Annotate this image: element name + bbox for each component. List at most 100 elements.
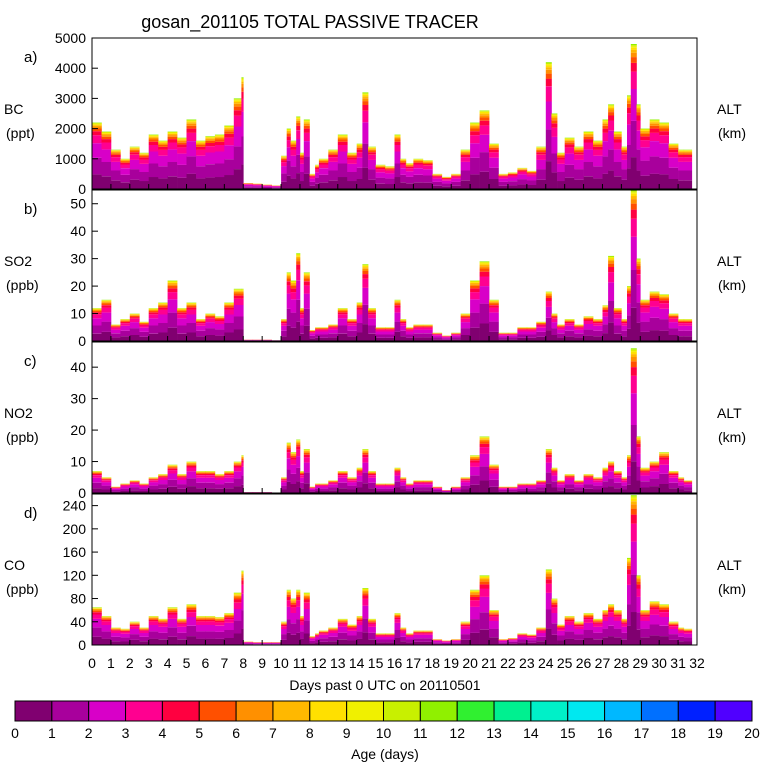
y-axis-unit: (ppb) — [6, 581, 39, 597]
bar-segment — [507, 339, 518, 341]
bar-segment — [290, 634, 297, 645]
bar-segment — [167, 609, 178, 611]
bar-segment — [583, 329, 594, 336]
bar-segment — [290, 612, 297, 624]
bar-segment — [129, 626, 140, 629]
bar-segment — [432, 491, 443, 493]
colorbar-swatch — [346, 700, 384, 722]
bar-segment — [636, 109, 641, 112]
bar-segment — [233, 115, 242, 127]
bar-segment — [337, 632, 348, 640]
bar-segment — [498, 487, 509, 489]
bar-segment — [460, 624, 471, 627]
bar-segment — [526, 338, 537, 341]
bar-segment — [640, 321, 651, 332]
bar-segment — [394, 321, 401, 332]
bar-segment — [356, 617, 363, 619]
bar-segment — [362, 274, 369, 279]
bar-segment — [557, 481, 565, 482]
bar-segment — [574, 154, 584, 160]
bar-segment — [574, 481, 584, 482]
bar-segment — [479, 438, 490, 440]
bar-segment — [362, 595, 369, 599]
bar-segment — [564, 475, 575, 476]
bar-segment — [536, 481, 547, 482]
bar-segment — [630, 120, 637, 158]
y-axis-label: NO2 — [4, 405, 33, 421]
x-tick-label: 3 — [145, 655, 153, 671]
bar-segment — [101, 621, 112, 625]
bar-segment — [659, 455, 669, 458]
bar-segment — [621, 320, 628, 322]
bar-segment — [315, 484, 320, 486]
bar-segment — [460, 180, 471, 189]
bar-segment — [507, 488, 518, 491]
bar-segment — [328, 633, 339, 637]
bar-segment — [129, 179, 140, 189]
bar-segment — [479, 581, 490, 585]
bar-segment — [101, 133, 112, 135]
bar-segment — [400, 629, 407, 631]
bar-segment — [300, 473, 305, 474]
bar-segment — [375, 488, 386, 491]
bar-segment — [362, 122, 369, 144]
bar-segment — [318, 162, 329, 165]
bar-segment — [683, 641, 693, 645]
bar-segment — [92, 636, 102, 645]
bar-segment — [400, 636, 407, 642]
bar-segment — [489, 628, 499, 638]
bar-segment — [545, 569, 552, 570]
bar-segment — [636, 443, 641, 448]
bar-segment — [583, 136, 594, 140]
bar-segment — [167, 136, 178, 140]
bar-segment — [148, 625, 159, 632]
bar-segment — [613, 135, 622, 137]
bar-segment — [318, 485, 329, 487]
bar-segment — [608, 301, 615, 323]
bar-segment — [233, 594, 242, 595]
bar-segment — [158, 484, 168, 489]
bar-segment — [241, 305, 244, 317]
bar-segment — [593, 145, 603, 147]
bar-segment — [400, 633, 407, 637]
bar-segment — [303, 472, 310, 484]
bar-segment — [300, 473, 305, 476]
bar-segment — [318, 631, 329, 633]
bar-segment — [158, 314, 168, 323]
bar-segment — [224, 127, 235, 129]
bar-segment — [413, 182, 424, 189]
bar-segment — [290, 286, 297, 289]
bar-segment — [460, 623, 471, 625]
bar-segment — [640, 130, 651, 131]
bar-segment — [470, 632, 480, 645]
bar-segment — [683, 161, 693, 171]
bar-segment — [613, 477, 622, 483]
bar-segment — [309, 175, 316, 176]
bar-segment — [451, 181, 461, 186]
bar-segment — [129, 154, 140, 160]
bar-segment — [243, 642, 254, 644]
bar-segment — [608, 267, 615, 273]
colorbar-swatch — [272, 700, 311, 722]
bar-segment — [177, 484, 187, 489]
bar-segment — [303, 122, 310, 124]
bar-segment — [368, 473, 376, 476]
y-tick-label: 40 — [70, 223, 86, 239]
bar-segment — [400, 336, 407, 341]
bar-segment — [507, 490, 518, 492]
bar-segment — [303, 454, 310, 458]
bar-segment — [602, 469, 609, 471]
bar-segment — [630, 44, 637, 45]
bar-segment — [286, 600, 291, 607]
bar-segment — [405, 331, 414, 335]
bar-segment — [120, 168, 131, 175]
bar-segment — [347, 164, 357, 172]
bar-segment — [356, 625, 363, 632]
bar-segment — [545, 86, 552, 102]
bar-segment — [602, 141, 609, 157]
bar-segment — [545, 294, 552, 296]
bar-segment — [241, 292, 244, 294]
bar-segment — [564, 153, 575, 165]
bar-segment — [110, 641, 121, 645]
bar-segment — [356, 307, 363, 310]
